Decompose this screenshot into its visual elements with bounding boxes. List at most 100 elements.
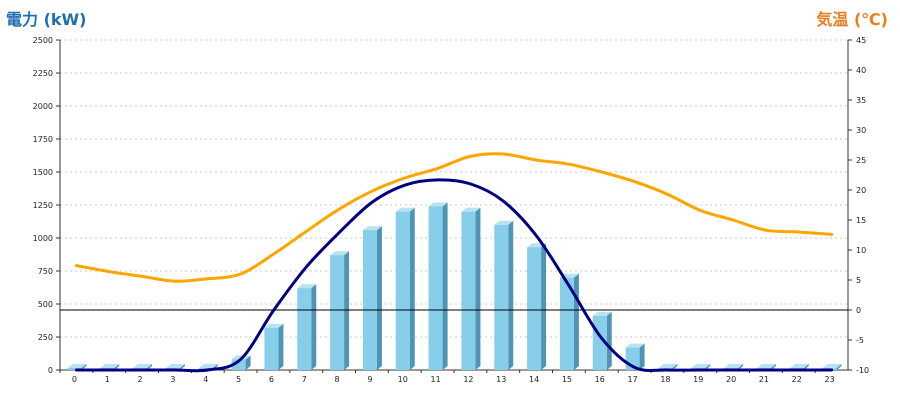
bar-top xyxy=(264,323,284,328)
left-axis-title: 電力 (kW) xyxy=(6,10,87,29)
right-tick-label: 20 xyxy=(856,186,866,195)
left-tick-label: 1500 xyxy=(33,168,53,177)
x-tick-label: 9 xyxy=(367,375,372,384)
x-tick-label: 18 xyxy=(660,375,670,384)
bar-side xyxy=(179,364,185,370)
bar-side xyxy=(278,323,284,370)
bar-side xyxy=(376,226,382,370)
bar xyxy=(559,277,574,370)
bar-side xyxy=(573,273,579,370)
bar-side xyxy=(541,243,547,370)
bar xyxy=(264,327,279,370)
x-tick-label: 19 xyxy=(693,375,703,384)
left-tick-label: 1750 xyxy=(33,135,53,144)
bar-top xyxy=(461,207,481,212)
left-tick-label: 1250 xyxy=(33,201,53,210)
bar-top xyxy=(691,364,711,369)
bar-side xyxy=(344,251,350,370)
x-tick-label: 7 xyxy=(302,375,307,384)
bar xyxy=(395,211,410,370)
right-tick-label: -10 xyxy=(856,366,869,375)
x-tick-label: 12 xyxy=(463,375,473,384)
x-tick-label: 13 xyxy=(496,375,506,384)
bar-top xyxy=(625,343,645,348)
right-tick-label: 5 xyxy=(856,276,861,285)
bar xyxy=(494,224,509,370)
right-tick-label: 15 xyxy=(856,216,866,225)
bar-side xyxy=(836,364,842,370)
bar-top xyxy=(428,202,448,207)
bar-side xyxy=(245,355,251,370)
x-tick-label: 17 xyxy=(627,375,637,384)
right-tick-label: 40 xyxy=(856,66,866,75)
right-tick-label: 45 xyxy=(856,36,866,45)
left-tick-label: 2500 xyxy=(33,36,53,45)
bar-top xyxy=(658,364,678,369)
bar-top xyxy=(494,220,514,225)
right-tick-label: 35 xyxy=(856,96,866,105)
left-tick-label: 2000 xyxy=(33,102,53,111)
x-tick-label: 23 xyxy=(824,375,834,384)
bar-top xyxy=(724,364,744,369)
x-tick-label: 11 xyxy=(430,375,440,384)
x-tick-label: 6 xyxy=(269,375,274,384)
bar-top xyxy=(362,226,382,231)
x-tick-label: 5 xyxy=(236,375,241,384)
bar xyxy=(362,230,377,370)
x-tick-label: 8 xyxy=(335,375,340,384)
x-tick-label: 0 xyxy=(72,375,77,384)
bar-side xyxy=(672,364,678,370)
bar xyxy=(67,368,82,370)
bar-top xyxy=(756,364,776,369)
bar-side xyxy=(639,343,645,370)
bar-top xyxy=(592,311,612,316)
left-tick-label: 250 xyxy=(38,333,53,342)
bar-top xyxy=(789,364,809,369)
bar-side xyxy=(442,202,448,370)
left-tick-label: 750 xyxy=(38,267,53,276)
bar-side xyxy=(409,207,415,370)
bar-top xyxy=(67,364,87,369)
right-tick-label: 0 xyxy=(856,306,861,315)
bar xyxy=(461,211,476,370)
bar xyxy=(527,247,542,370)
bar-top xyxy=(822,364,842,369)
right-axis-title: 気温 (℃) xyxy=(816,10,888,29)
x-tick-label: 10 xyxy=(398,375,408,384)
bar-top xyxy=(198,364,218,369)
left-tick-label: 2250 xyxy=(33,69,53,78)
bar-top xyxy=(165,364,185,369)
x-tick-label: 21 xyxy=(759,375,769,384)
bar xyxy=(297,288,312,370)
right-tick-label: -5 xyxy=(856,336,864,345)
x-tick-label: 22 xyxy=(792,375,802,384)
left-tick-label: 1000 xyxy=(33,234,53,243)
power-forecast-line xyxy=(74,178,834,373)
x-tick-label: 1 xyxy=(105,375,110,384)
bar-top xyxy=(133,364,153,369)
x-tick-label: 3 xyxy=(170,375,175,384)
bar-top xyxy=(395,207,415,212)
bar-top xyxy=(330,251,350,256)
x-tick-label: 16 xyxy=(595,375,605,384)
right-tick-label: 25 xyxy=(856,156,866,165)
left-tick-label: 500 xyxy=(38,300,53,309)
bar-side xyxy=(606,311,612,370)
bar-side xyxy=(475,207,481,370)
bar xyxy=(330,255,345,370)
bar-top xyxy=(100,364,120,369)
x-tick-label: 14 xyxy=(529,375,539,384)
right-tick-label: 30 xyxy=(856,126,866,135)
bar-top xyxy=(297,284,317,289)
bar-side xyxy=(311,284,317,370)
bar xyxy=(231,359,246,370)
bar-side xyxy=(508,220,514,370)
x-tick-label: 15 xyxy=(562,375,572,384)
x-tick-label: 4 xyxy=(203,375,208,384)
temperature-line xyxy=(74,152,834,283)
right-tick-label: 10 xyxy=(856,246,866,255)
left-tick-label: 0 xyxy=(48,366,53,375)
x-tick-label: 2 xyxy=(138,375,143,384)
x-tick-label: 20 xyxy=(726,375,736,384)
